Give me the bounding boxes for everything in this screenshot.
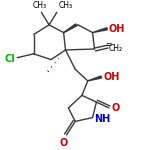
Text: =: = bbox=[105, 40, 111, 49]
Text: CH₃: CH₃ bbox=[32, 1, 46, 10]
Text: CH₃: CH₃ bbox=[59, 1, 73, 10]
Text: O: O bbox=[59, 138, 68, 148]
Polygon shape bbox=[88, 76, 102, 81]
Text: OH: OH bbox=[103, 72, 120, 82]
Polygon shape bbox=[93, 28, 107, 33]
Text: Cl: Cl bbox=[4, 54, 15, 64]
Text: CH₂: CH₂ bbox=[109, 45, 123, 54]
Polygon shape bbox=[64, 24, 77, 33]
Text: O: O bbox=[112, 103, 120, 113]
Text: NH: NH bbox=[94, 114, 111, 124]
Text: OH: OH bbox=[109, 24, 125, 34]
